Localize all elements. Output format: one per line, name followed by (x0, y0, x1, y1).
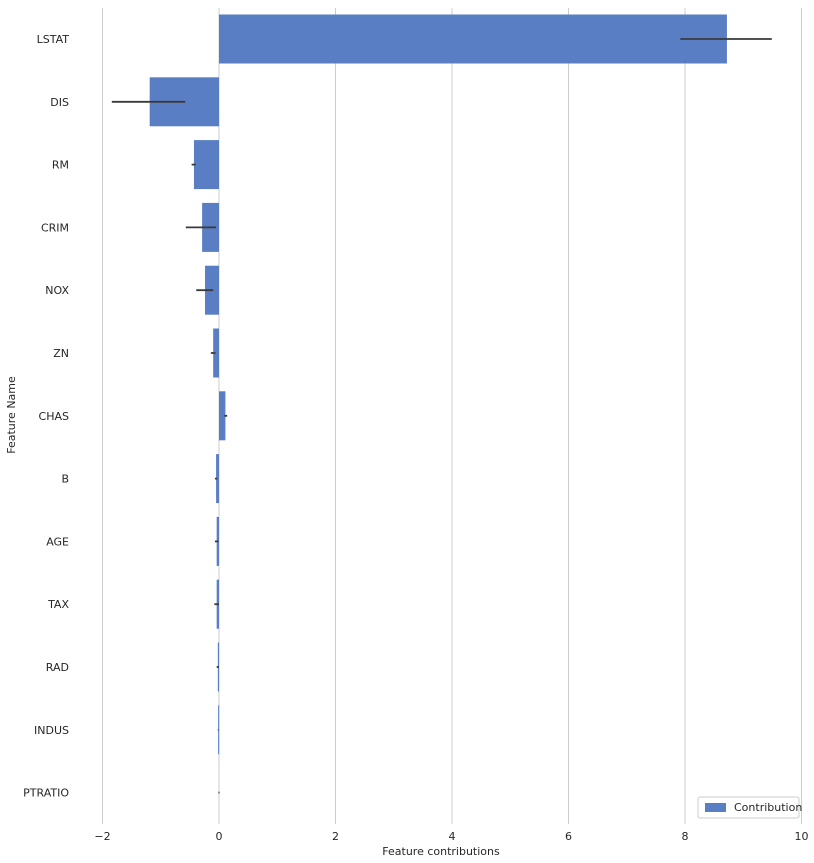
y-tick-label: CRIM (41, 221, 69, 234)
bar-rm (193, 140, 219, 190)
y-tick-labels: LSTAT DIS RM CRIM NOX ZN CHAS B AGE TAX RAD INDUS PT… (23, 33, 69, 800)
bar-b (216, 454, 219, 504)
bar-indus (218, 705, 220, 755)
x-tick-label: 0 (216, 830, 223, 843)
bars (149, 14, 727, 755)
x-tick-label: 8 (682, 830, 689, 843)
gridlines (102, 8, 802, 824)
bar-zn (213, 328, 219, 378)
y-tick-label: DIS (50, 96, 69, 109)
x-axis-label: Feature contributions (382, 845, 500, 858)
y-tick-label: RAD (46, 661, 69, 674)
bar-chas (219, 391, 226, 441)
bar-lstat (219, 14, 727, 64)
y-tick-label: PTRATIO (23, 787, 69, 800)
y-tick-label: RM (52, 159, 69, 172)
x-tick-label: 6 (565, 830, 572, 843)
y-tick-label: ZN (53, 347, 69, 360)
legend-entry: Contribution (734, 801, 802, 814)
x-tick-label: 4 (449, 830, 456, 843)
y-tick-label: INDUS (34, 724, 69, 737)
error-bars (111, 38, 772, 794)
x-tick-label: 2 (332, 830, 339, 843)
y-tick-label: CHAS (39, 410, 69, 423)
y-tick-label: NOX (45, 284, 69, 297)
y-tick-label: LSTAT (37, 33, 70, 46)
legend: Contribution (697, 796, 802, 819)
y-tick-label: TAX (47, 598, 69, 611)
x-tick-label: −2 (94, 830, 110, 843)
x-tick-labels: −2 0 2 4 6 8 10 (94, 830, 808, 843)
y-tick-label: AGE (46, 535, 69, 548)
y-axis-label: Feature Name (5, 376, 18, 454)
y-tick-label: B (61, 473, 69, 486)
legend-frame (697, 796, 800, 819)
legend-swatch (705, 803, 726, 812)
x-tick-label: 10 (795, 830, 809, 843)
